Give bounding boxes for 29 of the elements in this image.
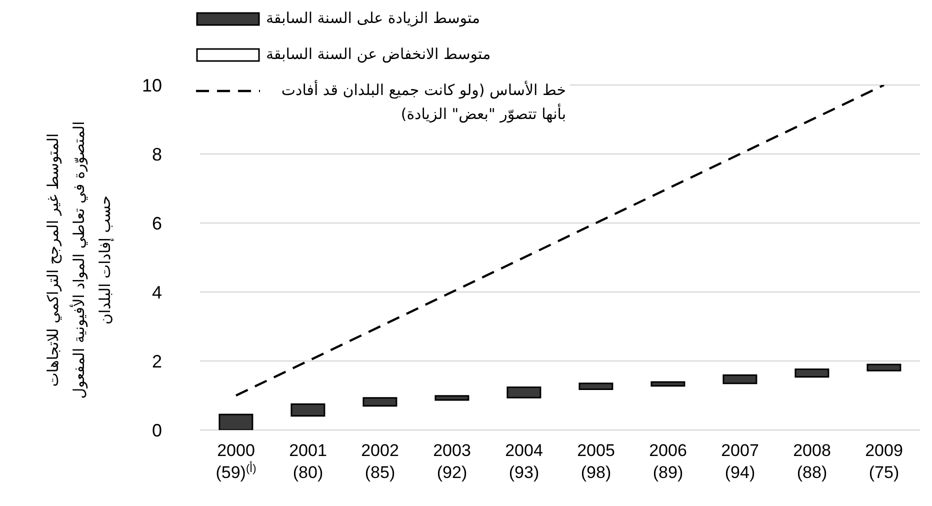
bar <box>218 414 254 430</box>
bar <box>866 364 902 372</box>
x-tick-label: 2004 (93) <box>505 441 543 482</box>
y-tick-label: 8 <box>152 144 162 164</box>
y-tick-label: 0 <box>152 420 162 440</box>
legend-label: متوسط الزيادة على السنة السابقة <box>266 8 480 29</box>
y-tick-label: 10 <box>142 75 162 96</box>
bar <box>650 381 686 387</box>
y-tick-label: 2 <box>152 351 162 372</box>
bar <box>578 382 614 390</box>
x-tick-label: 2008 (88) <box>793 441 831 482</box>
bar <box>362 397 398 407</box>
bar <box>506 386 542 398</box>
x-tick-label: 2005 (98) <box>577 441 615 482</box>
y-tick-label: 6 <box>152 213 162 234</box>
bar <box>434 395 470 401</box>
legend-label: متوسط الانخفاض عن السنة السابقة <box>266 44 491 65</box>
x-tick-label: 2007 (94) <box>721 441 759 482</box>
x-tick-label: 2006 (89) <box>649 441 687 482</box>
x-tick-label: 2009 (75) <box>865 441 903 482</box>
bar <box>290 403 326 417</box>
x-tick-label: 2002 (85) <box>361 441 399 482</box>
x-tick-label: 2003 (92) <box>433 441 471 482</box>
bar <box>722 374 758 384</box>
bar <box>794 368 830 378</box>
legend-label: خط الأساس (ولو كانت جميع البلدان قد أفادت بأنها تتصوّر "بعض" الزيادة) <box>280 79 566 125</box>
y-axis-title: المتوسط غير المرجح التراكمي للاتجاهات المتصوّرة في تعاطي المواد الأفيونية المفعول حسب إفادات البلدان <box>43 120 115 401</box>
x-tick-label: 2001 (80) <box>289 441 327 482</box>
y-tick-label: 4 <box>152 282 162 302</box>
